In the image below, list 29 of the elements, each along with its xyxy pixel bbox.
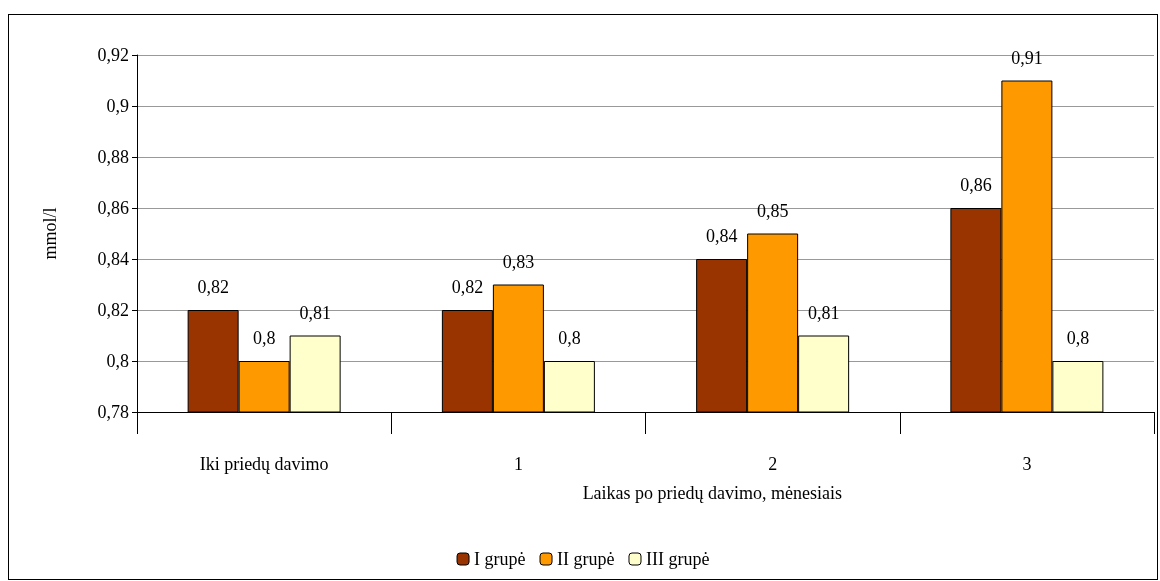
- data-label: 0,85: [756, 200, 789, 221]
- data-label: 0,8: [252, 328, 276, 348]
- y-tick-label: 0,82: [97, 300, 129, 320]
- y-axis-title: mmol/l: [40, 207, 60, 260]
- data-label: 0,81: [807, 302, 840, 323]
- data-label: 0,82: [451, 277, 484, 297]
- y-tick-label: 0,86: [97, 198, 129, 218]
- data-label: 0,8: [558, 328, 581, 348]
- y-tick-label: 0,84: [97, 249, 129, 269]
- x-tick-label: 1: [513, 454, 523, 474]
- legend-label: II grupė: [557, 549, 615, 569]
- x-axis-title: Laikas po priedų davimo, mėnesiais: [582, 483, 843, 503]
- legend-label: III grupė: [645, 549, 710, 569]
- x-tick-label: 3: [1022, 454, 1032, 474]
- legend-label: I grupė: [474, 549, 526, 569]
- data-label: 0,91: [1011, 47, 1043, 68]
- y-tick-label: 0,78: [97, 402, 129, 422]
- y-tick-label: 0,92: [97, 45, 129, 65]
- x-tick-label: 2: [768, 454, 778, 474]
- data-label: 0,82: [197, 277, 229, 297]
- data-label: 0,83: [502, 251, 535, 272]
- y-tick-label: 0,88: [97, 147, 129, 167]
- data-label: 0,81: [299, 302, 331, 323]
- data-label: 0,86: [960, 175, 992, 195]
- x-tick-label: Iki priedų davimo: [199, 454, 329, 474]
- y-tick-label: 0,8: [106, 351, 129, 371]
- y-tick-label: 0,9: [106, 96, 129, 116]
- data-label: 0,8: [1066, 328, 1090, 348]
- data-label: 0,84: [705, 226, 738, 246]
